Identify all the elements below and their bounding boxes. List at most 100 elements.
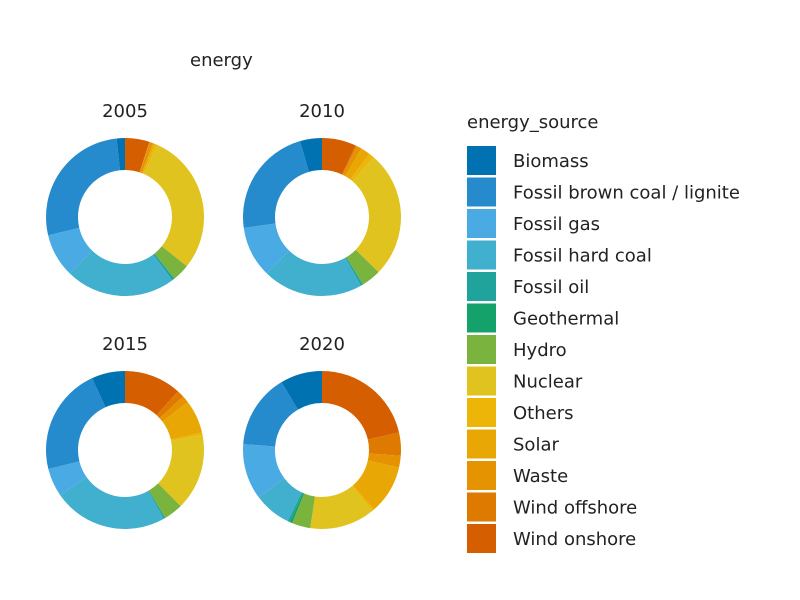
- slice-2020-waste: [367, 453, 401, 468]
- slice-2015-geothermal: [148, 490, 166, 519]
- slice-2005-wind-onshore: [125, 138, 150, 173]
- legend-swatch-solar: [467, 429, 496, 459]
- legend-label-wind-offshore: Wind offshore: [513, 498, 637, 519]
- legend-swatch-others: [467, 398, 496, 427]
- legend-swatch-wind-offshore: [467, 492, 496, 522]
- legend-label-biomass: Biomass: [513, 151, 589, 172]
- slice-2010-hydro: [346, 249, 379, 285]
- legend-title: energy_source: [467, 112, 599, 133]
- slice-2015-fossil-hard-coal: [60, 476, 164, 529]
- legend-item-nuclear: Nuclear: [467, 366, 583, 396]
- slice-2005-geothermal: [154, 253, 175, 279]
- slice-2015-others: [170, 432, 203, 442]
- legend-item-fossil-gas: Fossil gas: [467, 209, 600, 238]
- chart-title: energy: [190, 50, 253, 71]
- slice-2020-hydro: [292, 493, 315, 529]
- facet-2020: 2020: [242, 334, 402, 529]
- legend-item-fossil-oil: Fossil oil: [467, 272, 589, 301]
- slice-2010-solar: [345, 148, 370, 180]
- legend-label-geothermal: Geothermal: [513, 309, 619, 330]
- slice-2010-others: [350, 153, 374, 182]
- slice-2015-fossil-oil: [148, 490, 165, 519]
- legend-swatch-fossil-gas: [467, 209, 496, 238]
- slice-2010-waste: [342, 146, 362, 177]
- slice-2005-fossil-brown-coal-lignite: [46, 138, 120, 236]
- facet-label-2020: 2020: [299, 334, 345, 355]
- legend-label-others: Others: [513, 403, 574, 424]
- slice-2005-hydro: [154, 246, 187, 279]
- facets: 2005 2010 2015 2020: [46, 101, 402, 529]
- legend-swatch-fossil-oil: [467, 272, 496, 301]
- slice-2005-fossil-gas: [48, 227, 93, 274]
- slice-2005-wind-offshore: [139, 141, 150, 173]
- facet-label-2015: 2015: [102, 334, 148, 355]
- slice-2020-biomass: [281, 371, 322, 410]
- slice-2010-geothermal: [346, 257, 364, 285]
- legend-item-wind-offshore: Wind offshore: [467, 492, 637, 522]
- legend-label-solar: Solar: [513, 435, 559, 456]
- slice-2010-wind-offshore: [342, 145, 357, 175]
- slice-2005-others: [142, 143, 158, 175]
- slice-2020-fossil-gas: [242, 444, 285, 498]
- slice-2015-fossil-gas: [48, 461, 87, 496]
- legend-item-biomass: Biomass: [467, 146, 589, 175]
- slice-2005-fossil-hard-coal: [69, 250, 173, 297]
- legend-swatch-wind-onshore: [467, 524, 496, 553]
- slice-2010-fossil-hard-coal: [266, 250, 361, 296]
- legend-label-wind-onshore: Wind onshore: [513, 529, 636, 550]
- facet-label-2010: 2010: [299, 101, 345, 122]
- legend-swatch-waste: [467, 461, 496, 490]
- slice-2005-biomass: [116, 138, 125, 171]
- slice-2020-solar: [352, 460, 400, 510]
- legend-item-fossil-brown-coal-lignite: Fossil brown coal / lignite: [467, 177, 740, 207]
- legend-label-nuclear: Nuclear: [513, 372, 583, 393]
- slice-2010-fossil-brown-coal-lignite: [243, 141, 309, 228]
- facet-label-2005: 2005: [102, 101, 148, 122]
- slice-2020-wind-offshore: [367, 432, 402, 456]
- slice-2015-solar: [162, 402, 203, 440]
- slice-2020-wind-onshore: [322, 371, 400, 440]
- legend-item-wind-onshore: Wind onshore: [467, 524, 636, 553]
- slice-2005-waste: [139, 142, 154, 174]
- slice-2015-biomass: [92, 371, 125, 408]
- legend-label-fossil-oil: Fossil oil: [513, 277, 589, 298]
- legend-label-fossil-hard-coal: Fossil hard coal: [513, 246, 652, 267]
- legend-swatch-geothermal: [467, 303, 496, 333]
- legend-label-waste: Waste: [513, 466, 568, 487]
- facet-2015: 2015: [46, 334, 204, 529]
- slice-2005-nuclear: [144, 144, 204, 267]
- slice-2010-nuclear: [352, 157, 401, 273]
- slice-2020-geothermal: [289, 492, 305, 524]
- slice-2005-fossil-oil: [153, 253, 175, 281]
- facet-2010: 2010: [243, 101, 401, 296]
- facet-2005: 2005: [46, 101, 204, 297]
- legend-swatch-fossil-brown-coal-lignite: [467, 177, 496, 207]
- slice-2010-fossil-gas: [243, 223, 290, 274]
- slice-2020-others: [351, 485, 374, 512]
- legend-swatch-fossil-hard-coal: [467, 240, 496, 270]
- legend-item-geothermal: Geothermal: [467, 303, 619, 333]
- legend-swatch-biomass: [467, 146, 496, 175]
- legend-item-waste: Waste: [467, 461, 568, 490]
- slice-2010-fossil-oil: [345, 257, 363, 286]
- legend-item-solar: Solar: [467, 429, 559, 459]
- slice-2015-hydro: [149, 483, 181, 518]
- legend: Biomass Fossil brown coal / lignite Fossil…: [467, 146, 740, 553]
- legend-swatch-nuclear: [467, 366, 496, 396]
- legend-label-fossil-brown-coal-lignite: Fossil brown coal / lignite: [513, 183, 740, 204]
- legend-label-hydro: Hydro: [513, 340, 567, 361]
- slice-2010-wind-onshore: [322, 138, 356, 175]
- legend-item-fossil-hard-coal: Fossil hard coal: [467, 240, 652, 270]
- legend-item-others: Others: [467, 398, 574, 427]
- slice-2005-solar: [141, 143, 156, 174]
- slice-2015-wind-offshore: [156, 391, 184, 419]
- slice-2020-fossil-hard-coal: [258, 478, 302, 522]
- slice-2015-nuclear: [158, 434, 204, 507]
- slice-2015-waste: [159, 396, 188, 422]
- legend-swatch-hydro: [467, 335, 496, 364]
- legend-label-fossil-gas: Fossil gas: [513, 214, 600, 235]
- slice-2015-fossil-brown-coal-lignite: [46, 378, 106, 470]
- slice-2020-nuclear: [310, 486, 373, 529]
- slice-2020-fossil-oil: [287, 492, 303, 523]
